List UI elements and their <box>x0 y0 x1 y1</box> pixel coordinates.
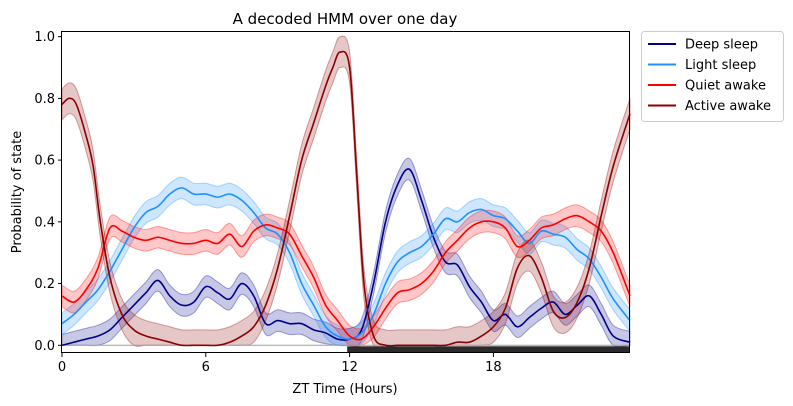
legend-label-active-awake: Active awake <box>685 99 771 114</box>
x-tick-label: 18 <box>485 360 502 375</box>
dark-period-bar <box>347 346 630 353</box>
series-lines <box>61 50 631 347</box>
deep-sleep-band <box>61 157 631 348</box>
active-awake-line <box>61 50 631 347</box>
x-tick-label: 12 <box>341 360 358 375</box>
legend-frame <box>641 31 784 122</box>
light-sleep-line <box>61 187 631 341</box>
plot-frame <box>61 31 630 353</box>
y-tick-label: 0.6 <box>34 154 55 169</box>
legend: Deep sleep Light sleep Quiet awake Active a… <box>641 31 784 122</box>
x-tick-label: 0 <box>58 360 66 375</box>
legend-label-deep-sleep: Deep sleep <box>685 38 758 53</box>
quiet-awake-line <box>61 214 631 341</box>
legend-label-light-sleep: Light sleep <box>685 58 756 73</box>
x-axis-ticks: 0 6 12 18 <box>58 353 502 375</box>
y-axis-label: Probability of state <box>10 131 25 253</box>
chart-title: A decoded HMM over one day <box>233 10 458 28</box>
legend-label-quiet-awake: Quiet awake <box>685 79 766 94</box>
x-axis-label: ZT Time (Hours) <box>292 382 397 397</box>
x-tick-label: 6 <box>202 360 210 375</box>
deep-sleep-line <box>61 168 631 347</box>
dark-period-rect <box>347 346 630 353</box>
y-tick-label: 0.2 <box>34 277 55 292</box>
y-tick-label: 0.8 <box>34 92 55 107</box>
y-tick-label: 1.0 <box>34 30 55 45</box>
confidence-bands <box>61 35 631 350</box>
y-axis-ticks: 0.0 0.2 0.4 0.6 0.8 1.0 <box>34 30 62 354</box>
y-tick-label: 0.0 <box>34 339 55 354</box>
y-tick-label: 0.4 <box>34 215 55 230</box>
